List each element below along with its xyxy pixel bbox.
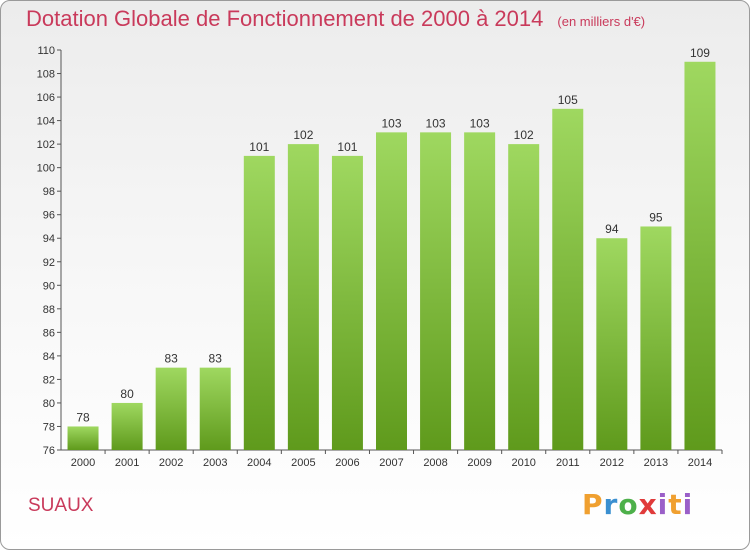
y-tick-label: 84 bbox=[43, 351, 55, 363]
bar bbox=[508, 144, 540, 450]
y-tick-label: 82 bbox=[43, 374, 55, 386]
bar-value-label: 102 bbox=[293, 128, 313, 142]
bar-value-label: 78 bbox=[76, 410, 90, 424]
y-tick-label: 100 bbox=[37, 163, 55, 175]
bar bbox=[155, 367, 187, 450]
bar-value-label: 83 bbox=[164, 352, 178, 366]
x-tick-label: 2012 bbox=[600, 457, 624, 469]
bar bbox=[199, 367, 231, 450]
bar-value-label: 80 bbox=[120, 387, 134, 401]
bar bbox=[420, 132, 452, 450]
y-tick-label: 88 bbox=[43, 304, 55, 316]
bar-value-label: 83 bbox=[209, 352, 223, 366]
x-tick-label: 2005 bbox=[291, 457, 315, 469]
y-tick-label: 96 bbox=[43, 210, 55, 222]
bar bbox=[287, 144, 319, 450]
x-tick-label: 2003 bbox=[203, 457, 227, 469]
x-tick-label: 2010 bbox=[511, 457, 535, 469]
y-tick-label: 94 bbox=[43, 233, 55, 245]
commune-name: SUAUX bbox=[28, 495, 94, 516]
y-tick-label: 110 bbox=[37, 45, 55, 57]
y-tick-label: 90 bbox=[43, 280, 55, 292]
chart-title: Dotation Globale de Fonctionnement de 20… bbox=[26, 6, 645, 32]
y-tick-label: 80 bbox=[43, 398, 55, 410]
y-tick-label: 98 bbox=[43, 186, 55, 198]
y-tick-label: 102 bbox=[37, 139, 55, 151]
x-tick-label: 2009 bbox=[467, 457, 491, 469]
y-tick-label: 108 bbox=[37, 69, 55, 81]
y-tick-label: 76 bbox=[43, 445, 55, 457]
y-tick-label: 104 bbox=[37, 116, 55, 128]
bar-value-label: 102 bbox=[514, 128, 534, 142]
y-tick-label: 106 bbox=[37, 92, 55, 104]
title-text: Dotation Globale de Fonctionnement de 20… bbox=[26, 6, 544, 31]
bar bbox=[464, 132, 496, 450]
y-tick-label: 92 bbox=[43, 257, 55, 269]
bar-value-label: 103 bbox=[381, 116, 401, 130]
y-tick-label: 78 bbox=[43, 421, 55, 433]
x-tick-label: 2011 bbox=[556, 457, 580, 469]
proxiti-logo: Proxiti bbox=[582, 488, 694, 521]
y-tick-label: 86 bbox=[43, 327, 55, 339]
bar bbox=[552, 108, 584, 450]
bars bbox=[67, 61, 716, 450]
bar-value-label: 94 bbox=[605, 222, 619, 236]
x-tick-label: 2006 bbox=[335, 457, 359, 469]
bar-value-label: 95 bbox=[649, 210, 663, 224]
x-tick-label: 2001 bbox=[115, 457, 139, 469]
bar-value-label: 105 bbox=[558, 93, 578, 107]
bar-value-label: 101 bbox=[337, 140, 357, 154]
bar-value-label: 109 bbox=[690, 46, 710, 60]
x-tick-label: 2008 bbox=[423, 457, 447, 469]
bar bbox=[640, 226, 672, 450]
bar bbox=[596, 238, 628, 450]
bar-value-label: 101 bbox=[249, 140, 269, 154]
units-label: (en milliers d'€) bbox=[557, 14, 646, 29]
bar-value-label: 103 bbox=[426, 116, 446, 130]
bar-value-label: 103 bbox=[470, 116, 490, 130]
bar bbox=[331, 155, 363, 450]
bar bbox=[684, 61, 716, 450]
bar bbox=[67, 426, 99, 450]
x-tick-label: 2014 bbox=[688, 457, 712, 469]
bar bbox=[243, 155, 275, 450]
x-tick-label: 2002 bbox=[159, 457, 183, 469]
x-tick-label: 2007 bbox=[379, 457, 403, 469]
x-tick-label: 2004 bbox=[247, 457, 271, 469]
data-labels: 78 80 83 83 101 102 101 103 103 103 102 105 94 95 109 bbox=[76, 46, 710, 425]
bar bbox=[376, 132, 407, 450]
bar bbox=[111, 402, 143, 450]
x-tick-label: 2013 bbox=[644, 457, 668, 469]
x-tick-label: 2000 bbox=[71, 457, 95, 469]
